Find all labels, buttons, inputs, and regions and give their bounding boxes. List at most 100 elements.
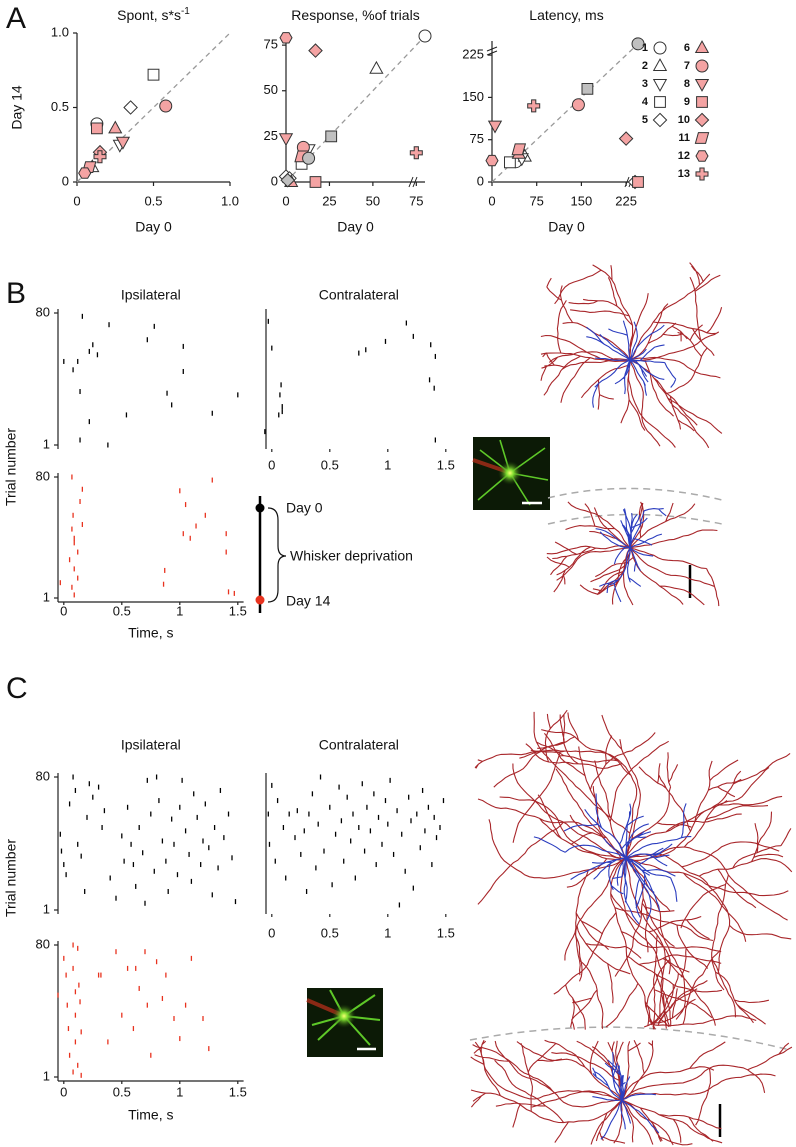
x-tick-label: 50 [366,193,380,208]
y-tick-label: 225 [462,47,484,62]
neuron-reconstructions [470,262,793,1146]
y-tick-label: 75 [470,131,484,146]
y-tick-label: 0 [477,173,484,188]
panel-label: C [6,672,28,705]
point [369,60,384,74]
point [115,136,131,150]
x-tick-label: 1.5 [229,603,247,618]
x-tick-label: 1.5 [437,925,455,940]
identity-line [285,35,426,183]
point [108,120,123,134]
micrograph [472,437,550,510]
pia-outline [469,1026,791,1051]
axis-break [486,46,498,56]
x-tick-label: 0 [488,193,495,208]
identity-line [491,40,642,183]
dendrites [592,1052,660,1140]
y-tick-label: 1.0 [51,24,69,39]
legend-marker [694,79,710,92]
x-tick-label: 150 [571,193,593,208]
x-tick-label: 0.5 [144,193,162,208]
legend-label: 12 [678,150,690,162]
point [504,156,516,169]
y-tick-label: 1 [43,901,50,916]
axon [546,501,720,607]
point [632,176,644,188]
panel-label: A [6,2,26,35]
x-tick-label: 0.5 [113,1084,131,1099]
point [78,167,92,179]
x-tick-label: 1 [176,603,183,618]
y-tick-label: 80 [36,468,50,483]
legend-label: 13 [678,168,690,180]
chart-title: Latency, ms [529,7,603,23]
point [123,100,138,115]
x-axis-label: Day 0 [337,219,374,235]
legend-marker [694,112,710,128]
period-label: Whisker deprivation [290,548,413,564]
pia-outline [547,513,723,525]
axis-break [408,176,418,188]
chart-title: Ipsilateral [121,287,181,303]
y-tick-label: 25 [264,128,278,143]
x-tick-label: 0.5 [321,925,339,940]
legend-marker [653,41,667,55]
legend-label: 2 [642,60,648,72]
legend-marker [652,79,668,92]
y-tick-label: 50 [264,82,278,97]
point [325,130,338,143]
x-axis-label: Day 0 [135,219,172,235]
y-tick-label: 75 [264,37,278,52]
title-superscript: -1 [181,6,190,17]
y-tick-label: 80 [36,304,50,319]
legend-marker [654,96,666,108]
title-text: Latency, ms [529,7,603,23]
y-tick-label: 80 [36,936,50,951]
legend-label: 4 [642,96,649,108]
axon [474,709,793,1030]
point [581,83,594,95]
point [631,37,645,51]
y-axis-label: Trial number [3,839,19,917]
legend-marker [652,58,668,71]
legend-label: 10 [678,114,690,126]
point [485,154,499,167]
x-tick-label: 1 [384,925,391,940]
pia-outline [547,487,723,501]
point [487,120,503,134]
micrograph [306,988,383,1057]
x-tick-label: 0 [60,603,67,618]
x-axis-label: Day 0 [548,219,585,235]
x-tick-label: 0 [60,1084,67,1099]
chart-title: Contralateral [319,287,399,303]
legend-label: 3 [642,78,648,90]
soma [498,461,522,485]
brace [267,507,287,603]
axon [470,1039,793,1146]
x-tick-label: 0 [282,193,289,208]
legend-label: 5 [642,114,648,126]
point [511,143,527,156]
legend-marker [695,59,709,73]
y-tick-label: 150 [462,89,484,104]
x-axis-label: Time, s [128,625,173,641]
point [308,43,323,58]
schematic: Day 0 Whisker deprivation Day 14 [255,496,413,613]
x-tick-label: 0 [268,925,275,940]
legend-label: 8 [684,78,690,90]
point [309,176,322,188]
legend-label: 1 [642,42,648,54]
x-tick-label: 1.0 [221,193,239,208]
x-tick-label: 0.5 [113,603,131,618]
axon [540,262,723,449]
y-axis-label: Trial number [3,428,19,506]
point [91,122,103,135]
legend-marker [652,112,668,128]
point [418,29,432,43]
point [409,146,423,160]
y-axis-label: Day 14 [9,85,25,130]
chart-title: Ipsilateral [121,737,181,753]
y-tick-label: 1 [43,589,50,604]
